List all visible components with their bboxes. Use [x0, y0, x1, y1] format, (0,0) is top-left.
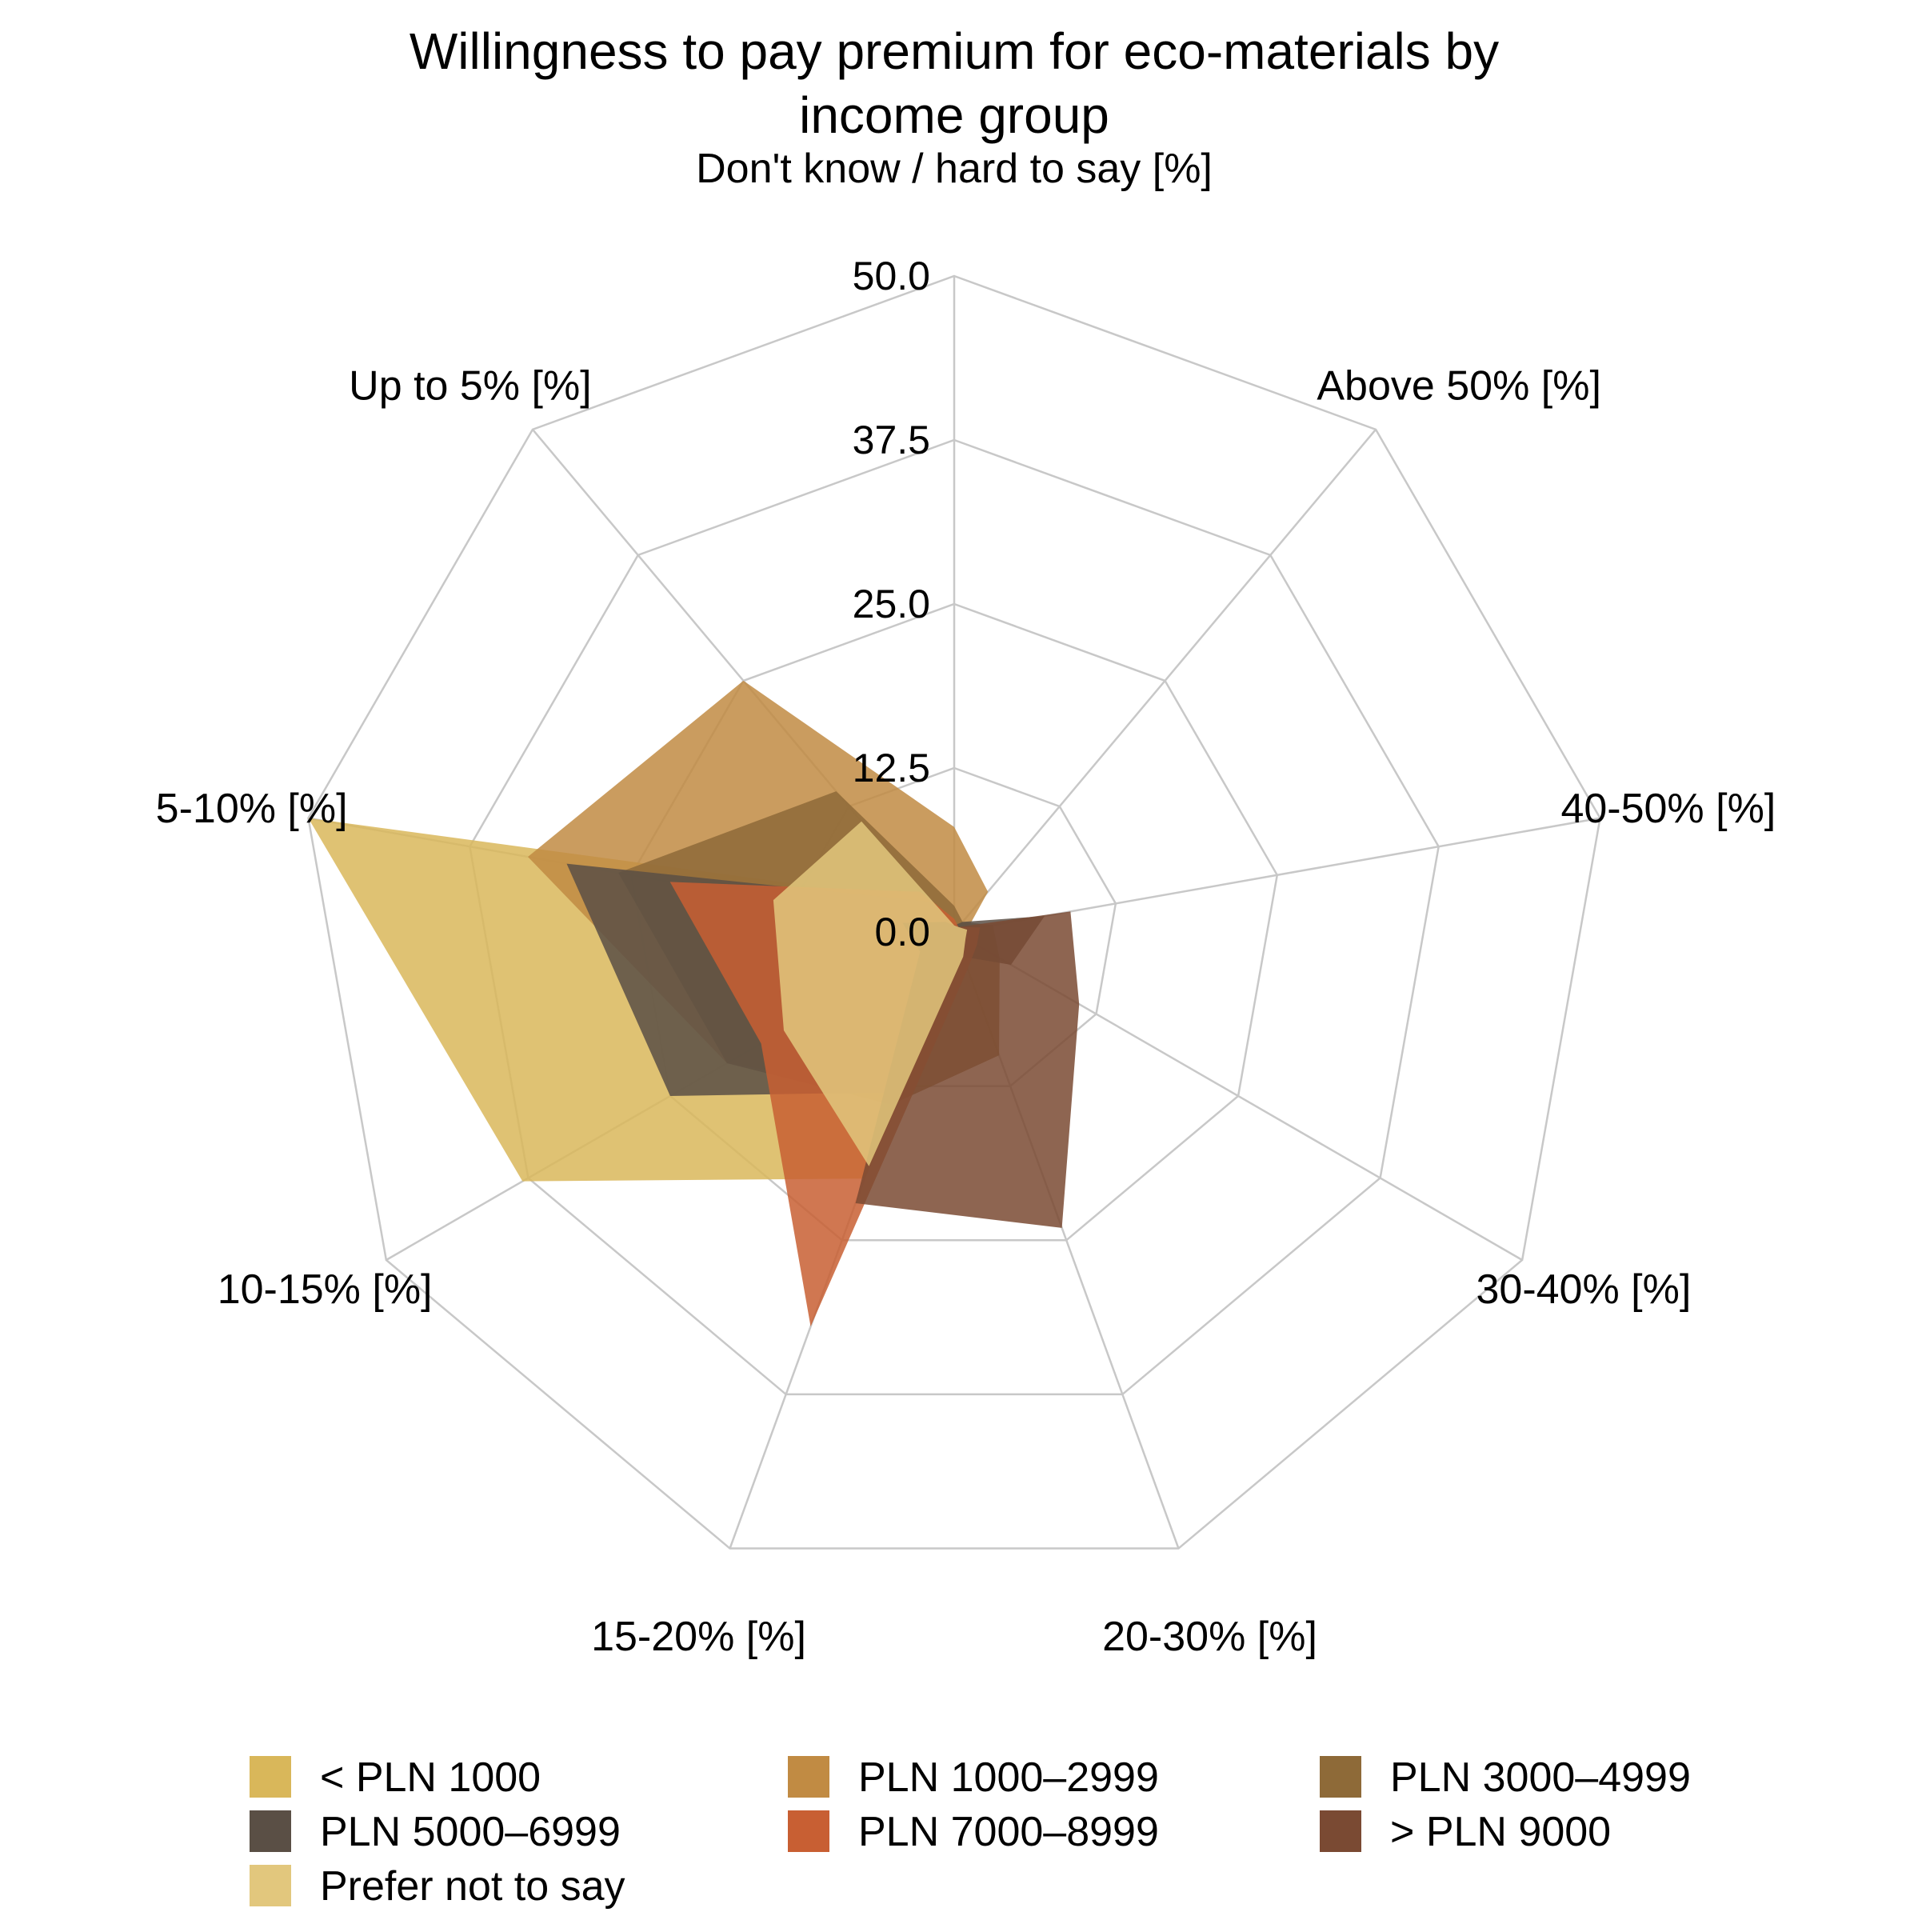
legend-swatch-pln-1000-2999 [788, 1756, 829, 1798]
axis-label-5-10: 5-10% [%] [156, 786, 348, 832]
legend-swatch-pln-7000-8999 [788, 1810, 829, 1852]
legend-label-prefer-not-to-say: Prefer not to say [320, 1863, 625, 1910]
chart-title-line-1: Willingness to pay premium for eco-mater… [410, 22, 1499, 80]
tick-label-2: 25.0 [853, 582, 930, 626]
legend-label-pln-5000-6999: PLN 5000–6999 [320, 1809, 621, 1855]
legend-swatch-pln-5000-6999 [250, 1810, 291, 1852]
legend-swatch-pln-3000-4999 [1320, 1756, 1361, 1798]
spoke-above-50 [953, 429, 1377, 933]
legend-swatch-prefer-not-to-say [250, 1865, 291, 1906]
axis-label-don-t-know-hard-to-say: Don't know / hard to say [%] [696, 146, 1213, 192]
chart-title: Willingness to pay premium for eco-mater… [410, 22, 1499, 144]
legend-swatch-pln-1000 [250, 1756, 291, 1798]
legend-swatch-pln-9000 [1320, 1810, 1361, 1852]
legend-label-pln-3000-4999: PLN 3000–4999 [1390, 1754, 1691, 1801]
axis-label-10-15: 10-15% [%] [218, 1266, 433, 1313]
axis-label-up-to-5: Up to 5% [%] [349, 363, 591, 410]
axis-label-30-40: 30-40% [%] [1476, 1266, 1691, 1313]
axis-label-20-30: 20-30% [%] [1102, 1614, 1317, 1660]
grid-ring-4 [307, 274, 1601, 1550]
axis-label-15-20: 15-20% [%] [591, 1614, 806, 1660]
radial-tick-labels: 0.0 12.5 25.0 37.5 50.0 [853, 254, 930, 954]
legend-label-pln-1000: < PLN 1000 [320, 1754, 541, 1801]
tick-label-1: 12.5 [853, 746, 930, 790]
legend-label-pln-9000: > PLN 9000 [1390, 1809, 1611, 1855]
axis-label-40-50: 40-50% [%] [1560, 786, 1776, 832]
axis-labels: Don't know / hard to say [%] Above 50% [%… [156, 146, 1776, 1660]
chart-title-line-2: income group [799, 86, 1109, 144]
tick-label-4: 50.0 [853, 254, 930, 298]
tick-label-0: 0.0 [874, 910, 930, 954]
legend-label-pln-7000-8999: PLN 7000–8999 [858, 1809, 1159, 1855]
legend-label-pln-1000-2999: PLN 1000–2999 [858, 1754, 1159, 1801]
legend: < PLN 1000 PLN 1000–2999 PLN 3000–4999 PLN … [250, 1754, 1691, 1910]
axis-label-above-50: Above 50% [%] [1317, 363, 1601, 410]
grid-ring-3 [469, 438, 1440, 1396]
radar-series [308, 680, 1080, 1327]
tick-label-3: 37.5 [853, 418, 930, 462]
series-area-prefer-not-to-say [773, 821, 968, 1166]
